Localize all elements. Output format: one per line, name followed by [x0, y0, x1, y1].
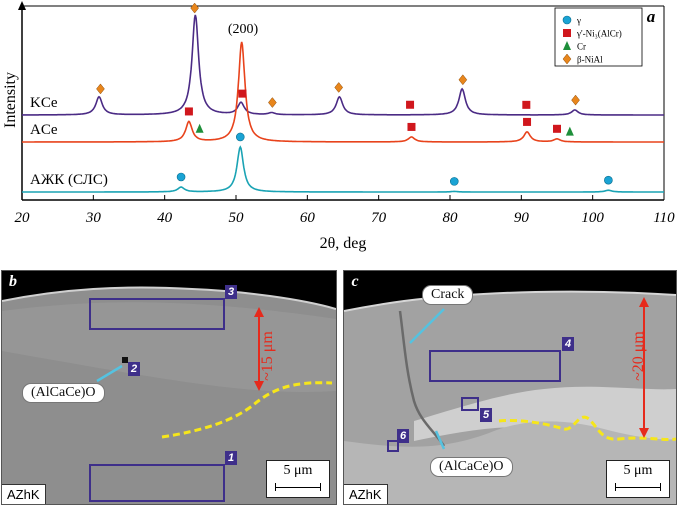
region-4-box [429, 350, 561, 382]
callout-b: (AlCaCe)O [22, 383, 105, 403]
x-tick-label: 50 [229, 210, 245, 226]
peak-marker [176, 172, 186, 182]
panel-label-a: a [647, 7, 656, 26]
legend-entry: Cr [577, 42, 586, 52]
peak-marker [571, 94, 580, 106]
crack-callout: Crack [422, 285, 474, 305]
scale-bar-b: 5 μm [266, 460, 330, 498]
region-1-tag: 1 [225, 451, 237, 465]
x-tick-label: 80 [443, 210, 459, 226]
peak-marker [407, 122, 416, 131]
x-tick-label: 100 [581, 210, 604, 226]
peak-marker [195, 123, 204, 133]
region-3-tag: 3 [225, 285, 237, 299]
legend-entry: γ'-Ni₃(AlCr) [576, 29, 622, 39]
peak-marker [190, 2, 199, 14]
series-line [22, 145, 664, 193]
series-label: ACe [30, 122, 58, 138]
peak-marker [406, 100, 415, 109]
peak-marker [268, 97, 277, 108]
y-axis-label: Intensity [2, 72, 19, 128]
peak-marker [334, 82, 344, 93]
peak-marker [235, 132, 245, 142]
callout-arrow-b [96, 364, 123, 383]
x-tick-label: 70 [371, 210, 387, 226]
crack-line [398, 310, 446, 447]
depth-label-b: ~15 μm [259, 331, 276, 381]
xrd-chart: Intensity 2θ, deg a (200) 20 30 40 50 60 70 80… [2, 1, 675, 252]
peak-marker [604, 175, 613, 185]
x-tick-label: 60 [300, 210, 316, 226]
legend: γ γ'-Ni₃(AlCr) Cr β-NiAl [554, 7, 643, 67]
panel-label-c: c [344, 271, 366, 293]
peak-marker [553, 124, 561, 133]
scale-label-c: 5 μm [623, 463, 653, 478]
region-5-box [461, 397, 479, 411]
region-6-tag: 6 [397, 429, 409, 443]
region-4-tag: 4 [562, 337, 574, 351]
legend-marker [562, 53, 572, 65]
peak-marker [449, 177, 459, 186]
scale-bar-c: 5 μm [606, 460, 670, 498]
callout-arrow-c [434, 430, 446, 450]
interface-line-b [161, 381, 333, 439]
peak-marker [522, 100, 531, 109]
peak-label-200: (200) [228, 22, 259, 37]
sample-label-c: AZhK [344, 484, 388, 504]
peak-marker [523, 117, 532, 126]
legend-entry: γ [576, 16, 581, 26]
region-1-box [89, 464, 225, 502]
micrograph-b: b 3 2 1 ~15 μm (AlCaCe)O AZhK 5 μm [1, 270, 337, 505]
series-line [22, 14, 664, 116]
legend-marker [562, 15, 572, 25]
x-tick-label: 40 [157, 210, 173, 226]
sample-label-b: AZhK [2, 484, 46, 504]
legend-marker [563, 29, 571, 37]
micrograph-c: c 4 5 6 ~20 μm Crack (AlCaCe)O AZhK 5 μm [343, 270, 677, 505]
peak-marker [458, 74, 468, 86]
depth-label-c: ~20 μm [630, 331, 647, 381]
peak-marker [96, 83, 105, 95]
x-tick-label: 20 [15, 210, 31, 226]
series-line [22, 41, 664, 143]
x-tick-label: 90 [514, 210, 530, 226]
peak-marker [238, 89, 247, 98]
scale-label-b: 5 μm [283, 463, 313, 478]
callout-c: (AlCaCe)O [430, 457, 513, 477]
crack-arrow [409, 308, 445, 344]
x-tick-label: 30 [85, 210, 102, 226]
legend-marker [563, 41, 571, 50]
peak-marker [565, 126, 574, 136]
x-axis-label: 2θ, deg [320, 235, 367, 252]
region-2-tag: 2 [128, 362, 140, 376]
region-6-box [387, 440, 399, 452]
legend-entry: β-NiAl [577, 55, 603, 65]
series-label: АЖК (СЛС) [30, 172, 108, 188]
peak-marker [184, 107, 193, 116]
region-5-tag: 5 [480, 408, 492, 422]
panel-label-b: b [2, 271, 24, 293]
region-3-box [89, 298, 225, 330]
series-label: KCe [30, 95, 58, 111]
x-tick-label: 110 [653, 210, 675, 226]
